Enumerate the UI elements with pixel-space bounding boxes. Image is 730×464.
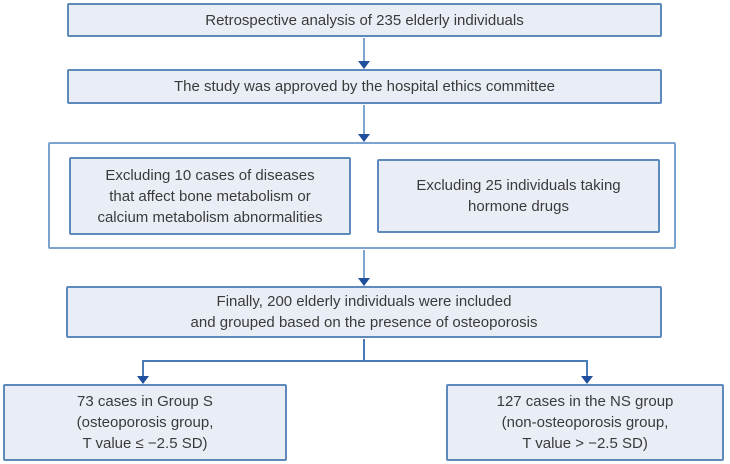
node-label-line: (non-osteoporosis group, <box>501 414 669 431</box>
arrow-exclusions-to-included <box>358 250 370 286</box>
node-retrospective-analysis: Retrospective analysis of 235 elderly in… <box>67 3 662 37</box>
node-label-line: hormone drugs <box>468 198 569 215</box>
node-ethics-approval: The study was approved by the hospital e… <box>67 69 662 104</box>
node-label-line: T value ≤ −2.5 SD) <box>82 435 208 452</box>
node-label-line: Excluding 25 individuals taking <box>416 177 621 194</box>
node-label-line: T value > −2.5 SD) <box>522 435 648 452</box>
node-label-line: Excluding 10 cases of diseases <box>105 166 315 184</box>
node-label-line: calcium metabolism abnormalities <box>97 208 323 226</box>
node-group-s: 73 cases in Group S (osteoporosis group,… <box>3 384 287 461</box>
node-exclusion-diseases: Excluding 10 cases of diseases that affe… <box>69 157 351 235</box>
node-label: Retrospective analysis of 235 elderly in… <box>205 11 524 29</box>
arrow-start-to-ethics <box>358 38 370 69</box>
node-label: The study was approved by the hospital e… <box>173 78 556 95</box>
node-label-line: 127 cases in the NS group <box>496 393 674 410</box>
node-label-line: and grouped based on the presence of ost… <box>190 314 538 331</box>
node-exclusion-hormone-drugs: Excluding 25 individuals taking hormone … <box>377 159 660 233</box>
node-group-ns: 127 cases in the NS group (non-osteoporo… <box>446 384 724 461</box>
node-final-inclusion: Finally, 200 elderly individuals were in… <box>66 286 662 338</box>
arrow-ethics-to-exclusions <box>358 105 370 142</box>
node-label-line: Finally, 200 elderly individuals were in… <box>216 293 512 310</box>
node-label-line: that affect bone metabolism or <box>109 187 311 205</box>
branch-connector <box>137 339 593 384</box>
node-label-line: 73 cases in Group S <box>77 393 213 410</box>
node-label-line: (osteoporosis group, <box>76 414 214 431</box>
